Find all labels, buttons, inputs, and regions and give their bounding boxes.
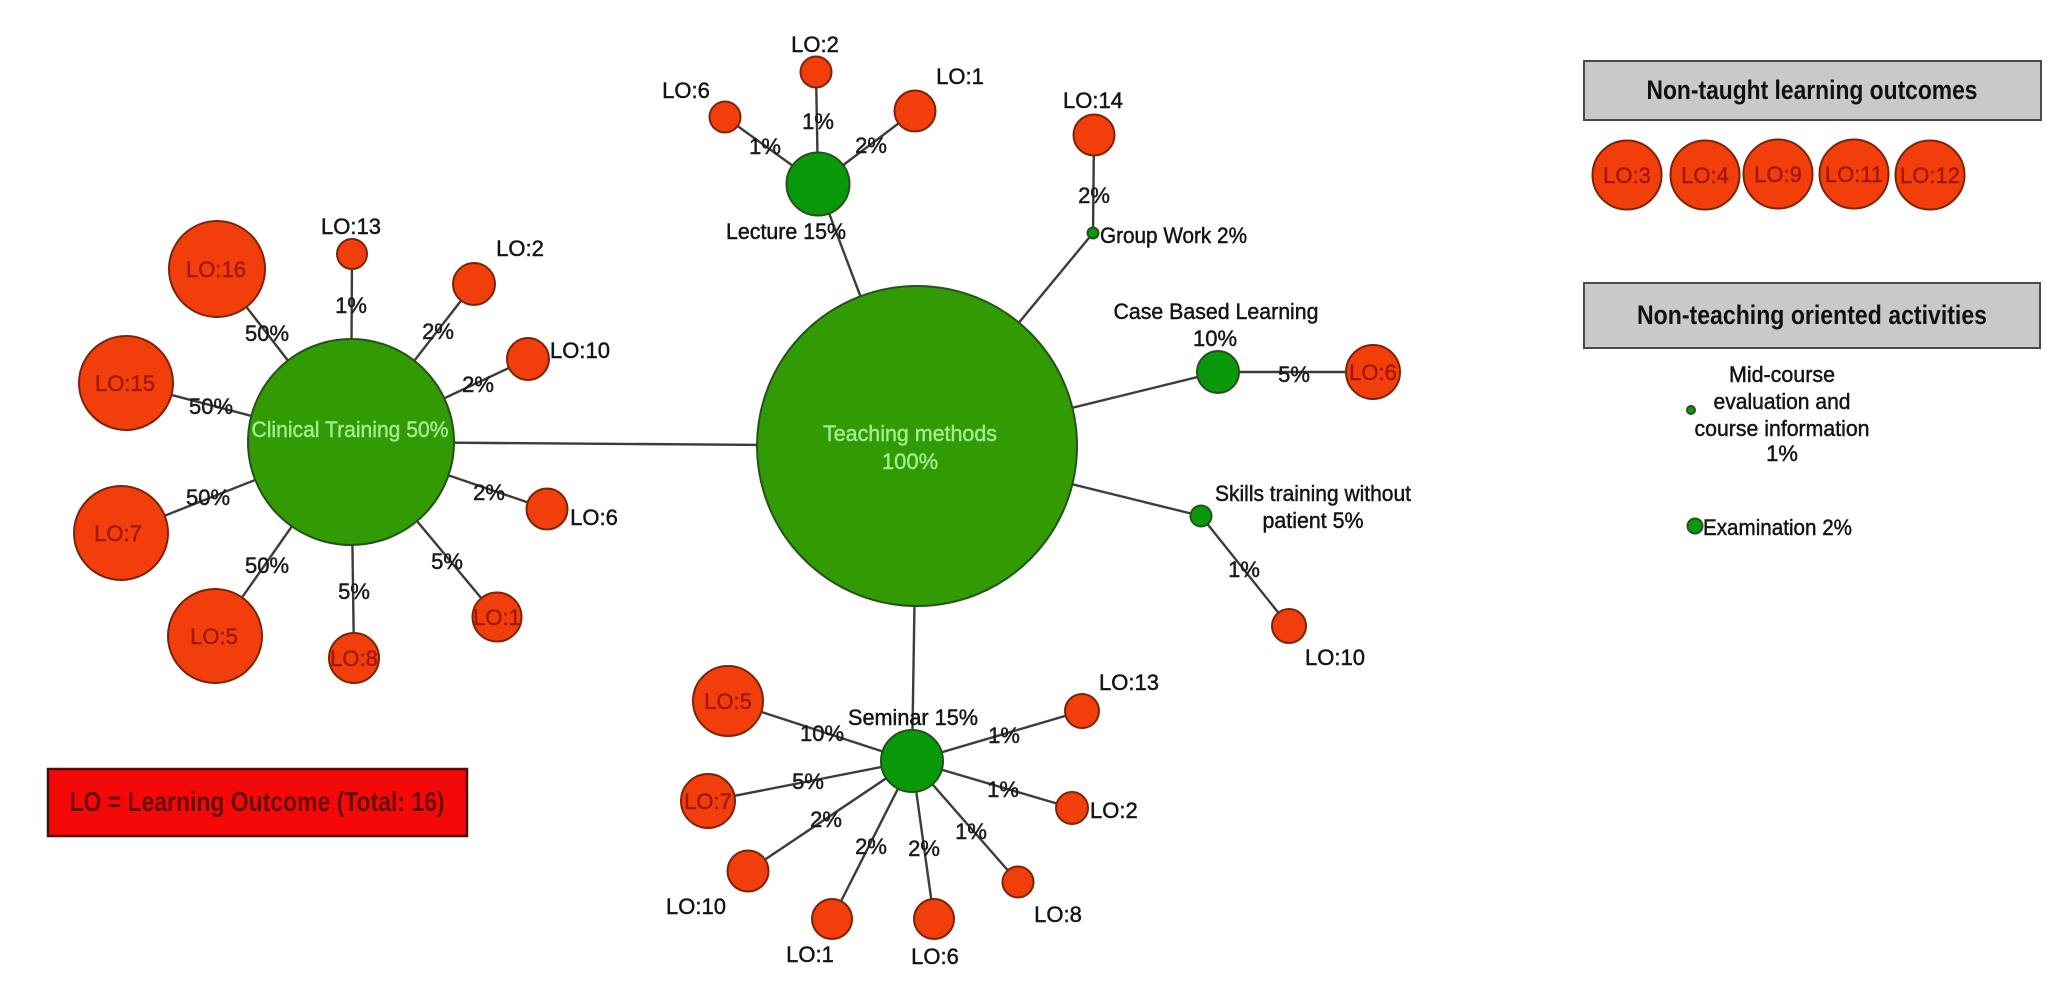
- svg-text:LO:10: LO:10: [1305, 645, 1365, 670]
- svg-text:2%: 2%: [1078, 183, 1110, 208]
- svg-text:10%: 10%: [800, 721, 844, 746]
- svg-text:Clinical Training 50%: Clinical Training 50%: [252, 417, 449, 442]
- svg-text:LO:2: LO:2: [791, 32, 839, 57]
- svg-text:1%: 1%: [1766, 441, 1798, 466]
- svg-text:LO:14: LO:14: [1063, 88, 1123, 113]
- svg-text:1%: 1%: [987, 777, 1019, 802]
- svg-text:Mid-course: Mid-course: [1729, 362, 1835, 387]
- svg-text:Examination 2%: Examination 2%: [1703, 515, 1852, 540]
- svg-text:LO:1: LO:1: [936, 64, 984, 89]
- svg-text:LO:11: LO:11: [1825, 162, 1883, 187]
- svg-text:50%: 50%: [189, 394, 233, 419]
- svg-text:LO:10: LO:10: [550, 338, 610, 363]
- svg-text:LO = Learning Outcome (Total:: LO = Learning Outcome (Total: 16): [70, 786, 445, 817]
- svg-text:LO:7: LO:7: [94, 521, 142, 546]
- svg-text:2%: 2%: [462, 372, 494, 397]
- svg-text:Teaching methods: Teaching methods: [823, 421, 997, 446]
- svg-text:5%: 5%: [338, 579, 370, 604]
- svg-text:LO:8: LO:8: [1034, 902, 1082, 927]
- svg-text:1%: 1%: [802, 109, 834, 134]
- svg-text:5%: 5%: [1278, 362, 1310, 387]
- svg-text:LO:13: LO:13: [1099, 670, 1159, 695]
- svg-text:2%: 2%: [473, 480, 505, 505]
- svg-text:LO:4: LO:4: [1681, 163, 1729, 188]
- svg-text:LO:16: LO:16: [186, 257, 246, 282]
- svg-text:100%: 100%: [882, 449, 938, 474]
- svg-text:course information: course information: [1695, 416, 1870, 441]
- svg-text:2%: 2%: [908, 836, 940, 861]
- svg-text:Seminar 15%: Seminar 15%: [848, 705, 978, 730]
- svg-text:Case Based Learning: Case Based Learning: [1114, 299, 1319, 324]
- svg-text:evaluation and: evaluation and: [1714, 389, 1851, 414]
- svg-text:5%: 5%: [431, 549, 463, 574]
- svg-text:LO:9: LO:9: [1754, 162, 1802, 187]
- svg-text:Skills training without: Skills training without: [1215, 481, 1411, 506]
- svg-text:LO:5: LO:5: [704, 689, 752, 714]
- svg-text:LO:6: LO:6: [1349, 360, 1397, 385]
- svg-text:LO:3: LO:3: [1603, 163, 1651, 188]
- svg-text:50%: 50%: [245, 321, 289, 346]
- svg-text:1%: 1%: [1228, 557, 1260, 582]
- svg-text:Non-teaching oriented activiti: Non-teaching oriented activities: [1637, 300, 1987, 330]
- svg-text:50%: 50%: [245, 553, 289, 578]
- svg-text:LO:1: LO:1: [786, 942, 834, 967]
- svg-text:1%: 1%: [335, 293, 367, 318]
- svg-text:LO:1: LO:1: [473, 605, 521, 630]
- svg-text:LO:6: LO:6: [570, 505, 618, 530]
- svg-text:LO:5: LO:5: [190, 624, 238, 649]
- svg-text:LO:12: LO:12: [1900, 163, 1960, 188]
- svg-text:LO:10: LO:10: [666, 894, 726, 919]
- svg-text:LO:13: LO:13: [321, 214, 381, 239]
- svg-text:LO:8: LO:8: [330, 646, 378, 671]
- svg-text:2%: 2%: [422, 319, 454, 344]
- svg-text:Lecture 15%: Lecture 15%: [726, 219, 846, 244]
- svg-text:LO:2: LO:2: [496, 236, 544, 261]
- svg-text:10%: 10%: [1193, 326, 1237, 351]
- svg-text:2%: 2%: [810, 807, 842, 832]
- svg-text:patient 5%: patient 5%: [1263, 508, 1364, 533]
- svg-text:50%: 50%: [186, 485, 230, 510]
- svg-text:Non-taught learning outcomes: Non-taught learning outcomes: [1647, 75, 1978, 105]
- svg-text:1%: 1%: [988, 723, 1020, 748]
- svg-text:LO:6: LO:6: [662, 78, 710, 103]
- svg-text:LO:7: LO:7: [684, 789, 732, 814]
- svg-text:2%: 2%: [855, 133, 887, 158]
- svg-text:Group Work 2%: Group Work 2%: [1100, 223, 1247, 248]
- svg-text:2%: 2%: [855, 834, 887, 859]
- svg-text:LO:15: LO:15: [95, 371, 155, 396]
- svg-text:5%: 5%: [792, 769, 824, 794]
- svg-text:LO:2: LO:2: [1090, 798, 1138, 823]
- svg-text:LO:6: LO:6: [911, 944, 959, 969]
- svg-text:1%: 1%: [955, 819, 987, 844]
- svg-text:1%: 1%: [749, 134, 781, 159]
